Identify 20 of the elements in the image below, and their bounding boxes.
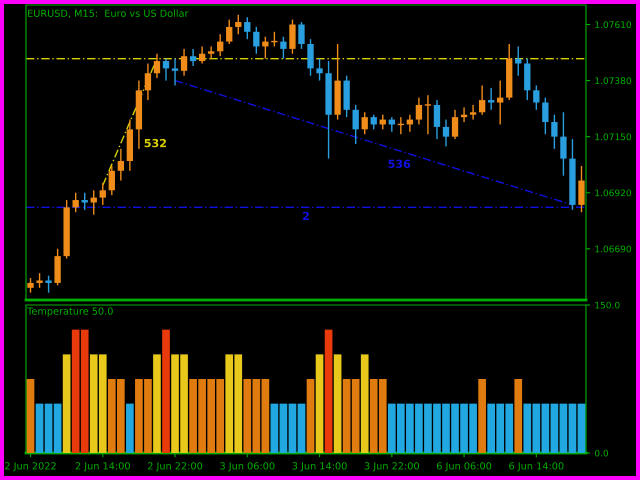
- series-label: 536: [388, 160, 410, 168]
- x-tick-label: 3 Jun 22:00: [364, 462, 419, 472]
- annotation: 2: [303, 212, 309, 220]
- chart-title: Temperature 50.0: [27, 307, 113, 317]
- x-tick-label: 3 Jun 14:00: [292, 462, 347, 472]
- y-tick-label: 150.0: [595, 302, 620, 309]
- x-tick-label: 2 Jun 2022: [5, 462, 56, 472]
- y-tick-label: 1.06690: [595, 246, 632, 252]
- x-tick-label: 2 Jun 22:00: [148, 462, 202, 472]
- x-tick-label: 6 Jun 14:00: [509, 462, 564, 472]
- y-tick-label: 1.07610: [595, 21, 632, 28]
- y-tick-label: 1.06920: [595, 189, 632, 196]
- x-tick-label: 6 Jun 06:00: [436, 462, 492, 472]
- y-tick-label: 1.07380: [595, 77, 632, 84]
- chart-title: EURUSD, M15: Euro vs US Dollar: [28, 9, 189, 18]
- x-tick-label: 2 Jun 14:00: [76, 462, 130, 472]
- x-tick-label: 3 Jun 06:00: [220, 462, 274, 472]
- y-tick-label: 0.0: [594, 450, 608, 457]
- y-tick-label: 1.07150: [595, 133, 632, 140]
- series-label: 532: [144, 138, 166, 148]
